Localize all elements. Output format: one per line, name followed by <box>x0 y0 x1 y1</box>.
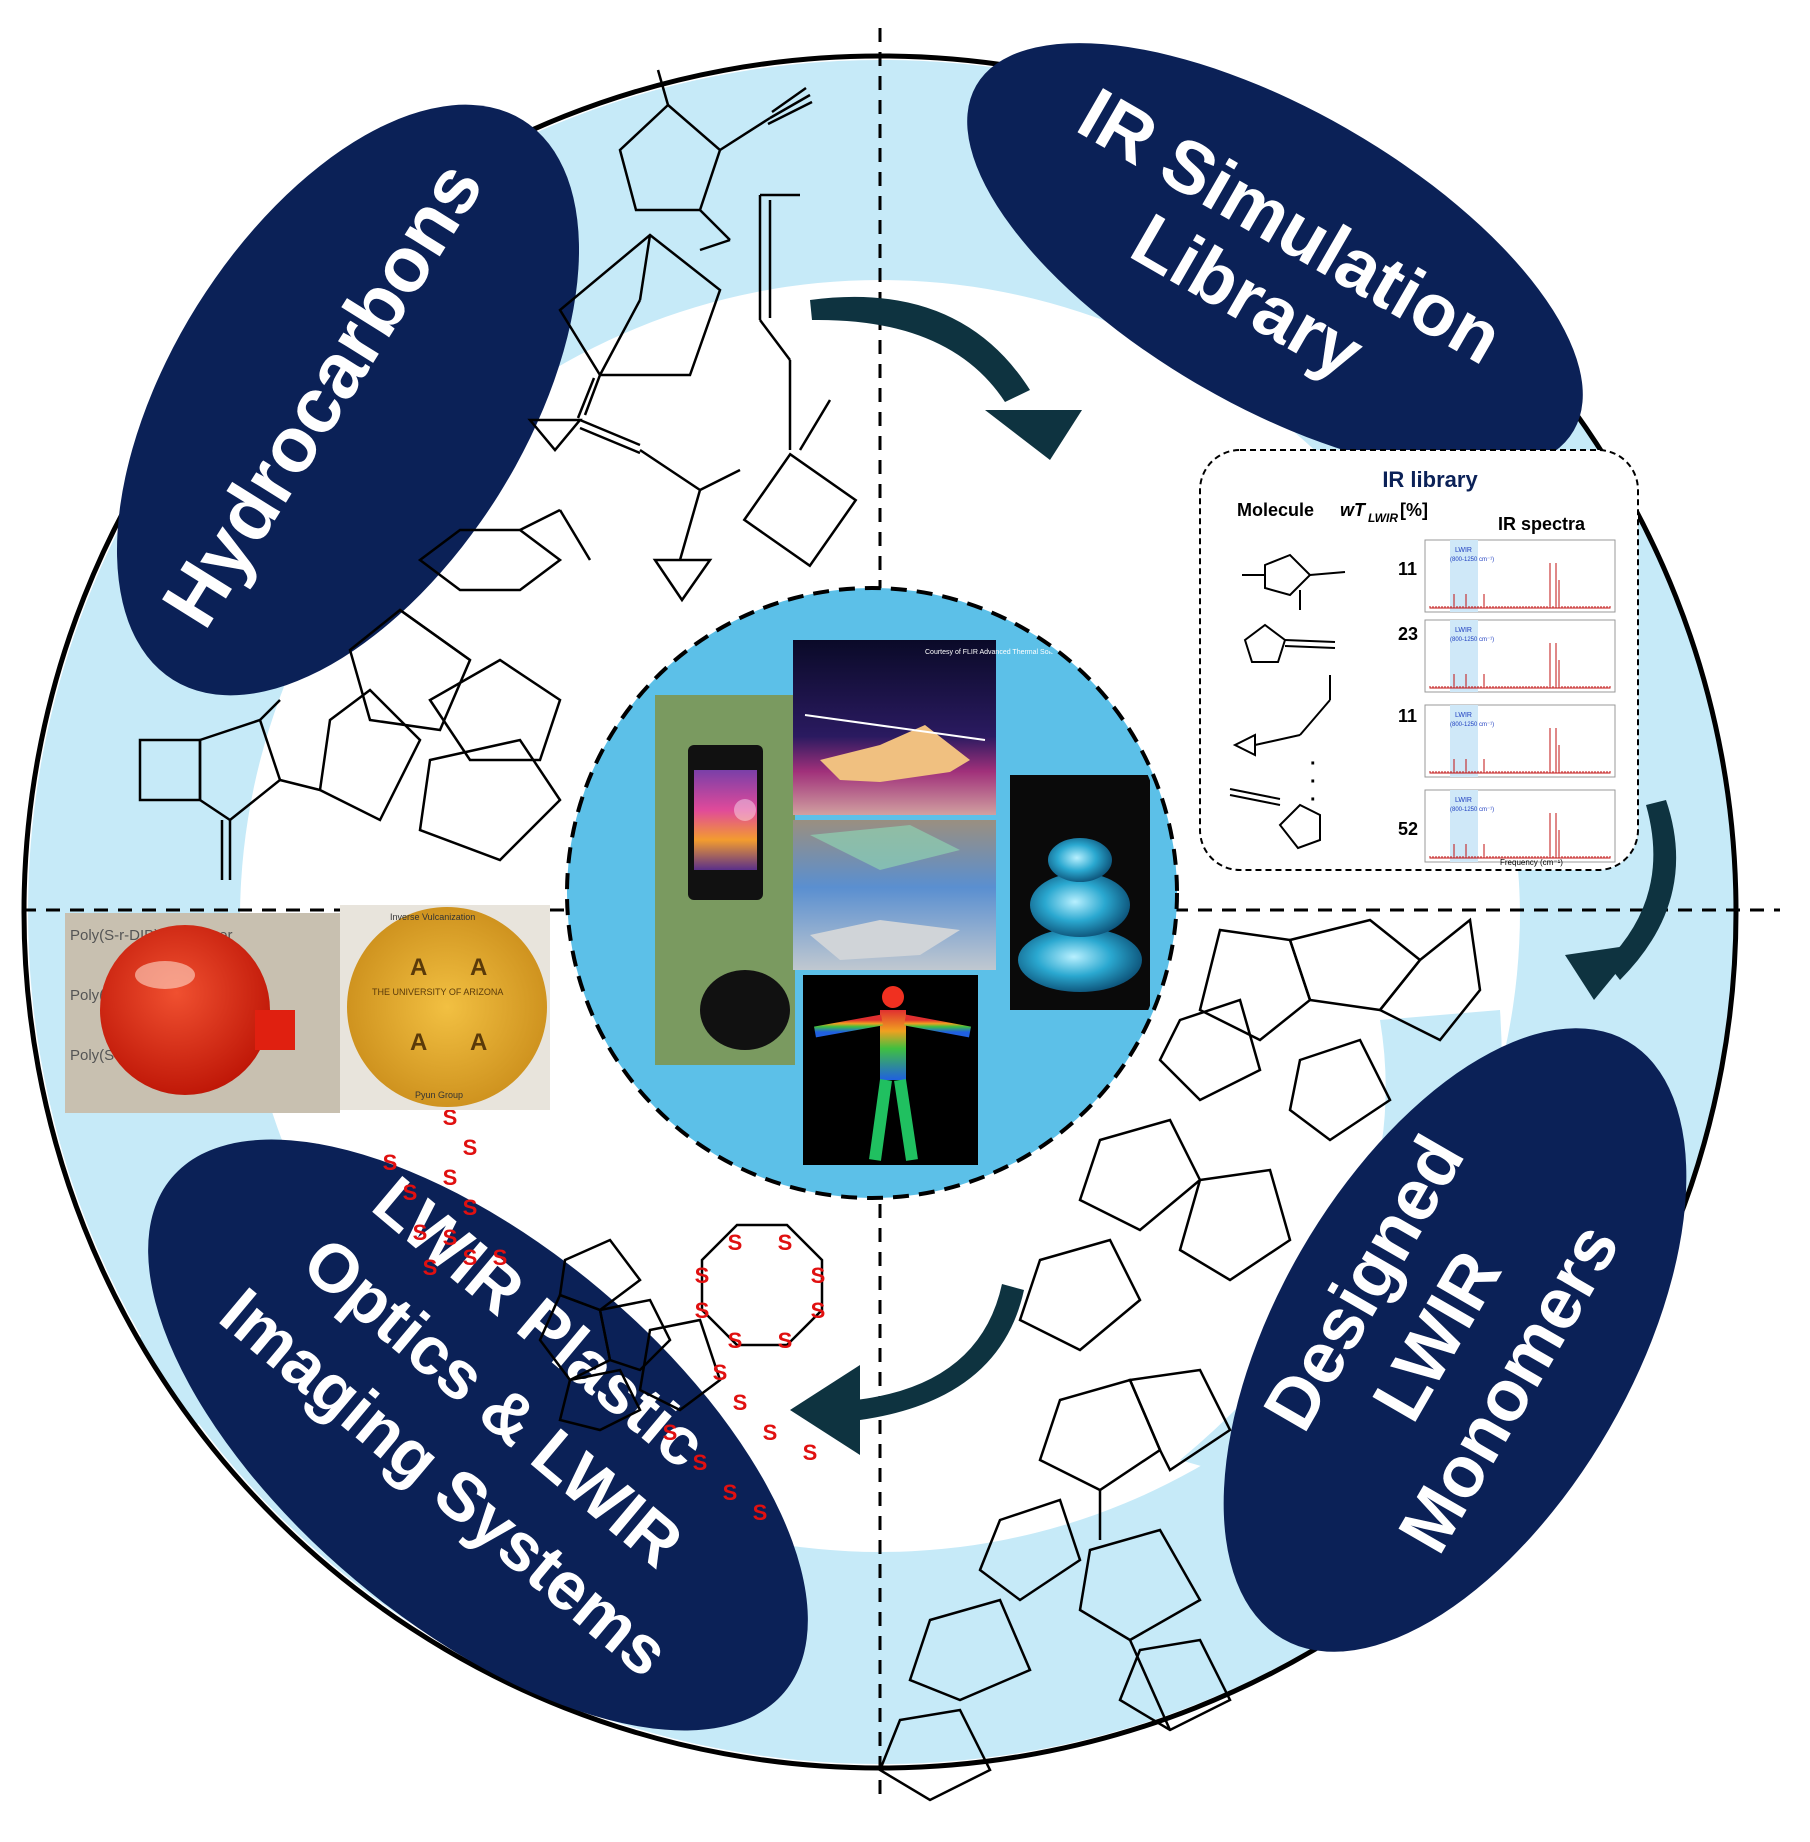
band-label: LWIR <box>1455 547 1472 554</box>
lwir-band <box>1450 540 1478 612</box>
band-range: (800-1250 cm⁻¹) <box>1450 557 1494 563</box>
band-range: (800-1250 cm⁻¹) <box>1450 722 1494 728</box>
sulfur-atom: S <box>811 1298 826 1323</box>
phone-thermal-photo <box>655 695 795 1065</box>
wt-value: 11 <box>1398 559 1417 579</box>
band-range: (800-1250 cm⁻¹) <box>1450 807 1494 813</box>
sulfur-atom: S <box>713 1360 728 1385</box>
band-label: LWIR <box>1455 627 1472 634</box>
spectrum-line <box>1429 813 1611 859</box>
doc-line-1: Inverse Vulcanization <box>390 912 475 922</box>
col-spectra: IR spectra <box>1498 514 1586 534</box>
logo-a-1: A <box>410 954 427 981</box>
sulfur-atom: S <box>723 1480 738 1505</box>
band-label: LWIR <box>1455 797 1472 804</box>
human-thermal-photo <box>803 975 978 1165</box>
sulfur-atom: S <box>778 1328 793 1353</box>
lens-photo <box>1010 775 1150 1010</box>
hydrocarbon-molecules <box>138 69 858 880</box>
sulfur-atom: S <box>778 1230 793 1255</box>
yellow-disc-photo: A A A A THE UNIVERSITY OF ARIZONA Invers… <box>340 905 550 1110</box>
band-range: (800-1250 cm⁻¹) <box>1450 637 1494 643</box>
wt-value: 11 <box>1398 706 1417 726</box>
ellipsis-3: · <box>1310 789 1317 811</box>
col-wt-prefix: wT <box>1340 500 1367 520</box>
arrow-to-monomers <box>1565 800 1677 1000</box>
sulfur-atom: S <box>663 1420 678 1445</box>
ir-simulation-label: IR Simulation Library <box>967 43 1583 473</box>
arrow-to-optics <box>790 1284 1024 1455</box>
sulfur-atom: S <box>443 1165 458 1190</box>
molecule-sketches <box>1229 553 1346 850</box>
ir-library-title: IR library <box>1382 467 1478 492</box>
doc-line-3: Pyun Group <box>415 1090 463 1100</box>
sulfur-atom: S <box>463 1135 478 1160</box>
spectrum-line <box>1429 643 1611 689</box>
monomer-molecules <box>878 917 1482 1802</box>
red-lens-photo: Poly(S-r-DIB) copolymer Poly(S-r-DIB) co… <box>65 913 340 1113</box>
designed-monomers-label: Designed LWIR Monomers <box>1223 1028 1687 1652</box>
helicopter-credit: Courtesy of FLIR Advanced Thermal Soluti… <box>925 649 1069 656</box>
helicopter-thermal-photo: Courtesy of FLIR Advanced Thermal Soluti… <box>793 640 1069 815</box>
jet-optics-photo <box>793 820 996 970</box>
x-axis-label: Frequency (cm⁻¹) <box>1500 858 1563 867</box>
sulfur-atom: S <box>695 1263 710 1288</box>
ellipsis-1: · <box>1310 753 1317 775</box>
sulfur-atom: S <box>443 1105 458 1130</box>
sulfur-atom: S <box>423 1255 438 1280</box>
sulfur-atom: S <box>728 1230 743 1255</box>
doc-line-2: THE UNIVERSITY OF ARIZONA <box>372 987 503 997</box>
sulfur-atom: S <box>733 1390 748 1415</box>
sulfur-atom: S <box>763 1420 778 1445</box>
sulfur-ring <box>700 1223 824 1347</box>
polymer-structure <box>538 1238 722 1432</box>
sulfur-atom: S <box>753 1500 768 1525</box>
sulfur-atom: S <box>383 1150 398 1175</box>
logo-a-4: A <box>470 1029 487 1056</box>
logo-a-2: A <box>470 954 487 981</box>
band-label: LWIR <box>1455 712 1472 719</box>
spectrum-line <box>1429 728 1611 774</box>
sulfur-atom: S <box>403 1180 418 1205</box>
wt-value: 23 <box>1398 624 1418 644</box>
col-wt-suffix: [%] <box>1400 500 1428 520</box>
logo-a-3: A <box>410 1029 427 1056</box>
wt-value: 52 <box>1398 819 1418 839</box>
ir-rows: 11 LWIR (800-1250 cm⁻¹) 23 LWIR (800-1250 cm⁻… <box>1398 539 1616 863</box>
sulfur-atom: S <box>443 1225 458 1250</box>
sulfur-atom: S <box>463 1195 478 1220</box>
col-molecule: Molecule <box>1237 500 1314 520</box>
ir-library-panel: IR library Molecule wT LWIR [%] IR spect… <box>1199 449 1639 871</box>
lwir-band <box>1450 790 1478 862</box>
ellipsis-2: · <box>1310 771 1317 793</box>
sulfur-atom: S <box>728 1328 743 1353</box>
sulfur-atom: S <box>463 1245 478 1270</box>
sulfur-atom: S <box>493 1245 508 1270</box>
spectrum-line <box>1429 563 1611 609</box>
sulfur-atom: S <box>811 1263 826 1288</box>
center-panel: Courtesy of FLIR Advanced Thermal Soluti… <box>565 586 1179 1200</box>
sulfur-atom: S <box>693 1450 708 1475</box>
sulfur-atom: S <box>413 1220 428 1245</box>
sulfur-atom: S <box>695 1298 710 1323</box>
arrow-to-library <box>810 296 1082 460</box>
col-wt-sub: LWIR <box>1368 511 1398 525</box>
sulfur-atom: S <box>803 1440 818 1465</box>
lwir-band <box>1450 705 1478 777</box>
lwir-band <box>1450 620 1478 692</box>
